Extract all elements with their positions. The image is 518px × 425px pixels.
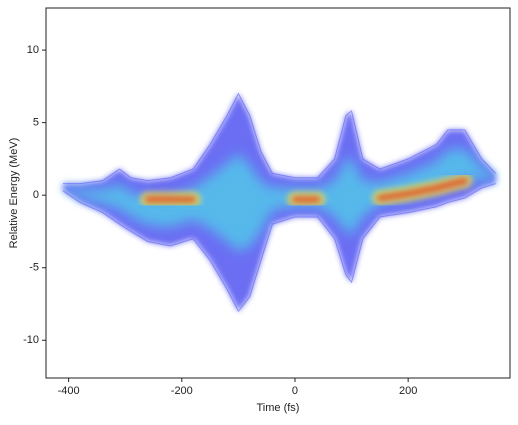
y-tick-label: -10 bbox=[23, 334, 39, 346]
y-tick-label: -5 bbox=[29, 262, 39, 274]
y-tick-label: 10 bbox=[27, 44, 39, 56]
y-tick-label: 0 bbox=[33, 189, 39, 201]
inner-density bbox=[62, 148, 496, 252]
x-axis-label: Time (fs) bbox=[257, 402, 300, 414]
x-tick-label: -200 bbox=[171, 385, 193, 397]
y-axis-label: Relative Energy (MeV) bbox=[8, 138, 20, 249]
x-tick-label: -400 bbox=[58, 385, 80, 397]
plot-frame bbox=[45, 7, 511, 379]
envelope-lower bbox=[62, 183, 497, 313]
core-band bbox=[144, 177, 468, 203]
y-tick-label: 5 bbox=[33, 117, 39, 129]
envelope-upper bbox=[62, 92, 497, 185]
x-tick-label: 0 bbox=[292, 385, 298, 397]
x-tick-label: 200 bbox=[399, 385, 417, 397]
